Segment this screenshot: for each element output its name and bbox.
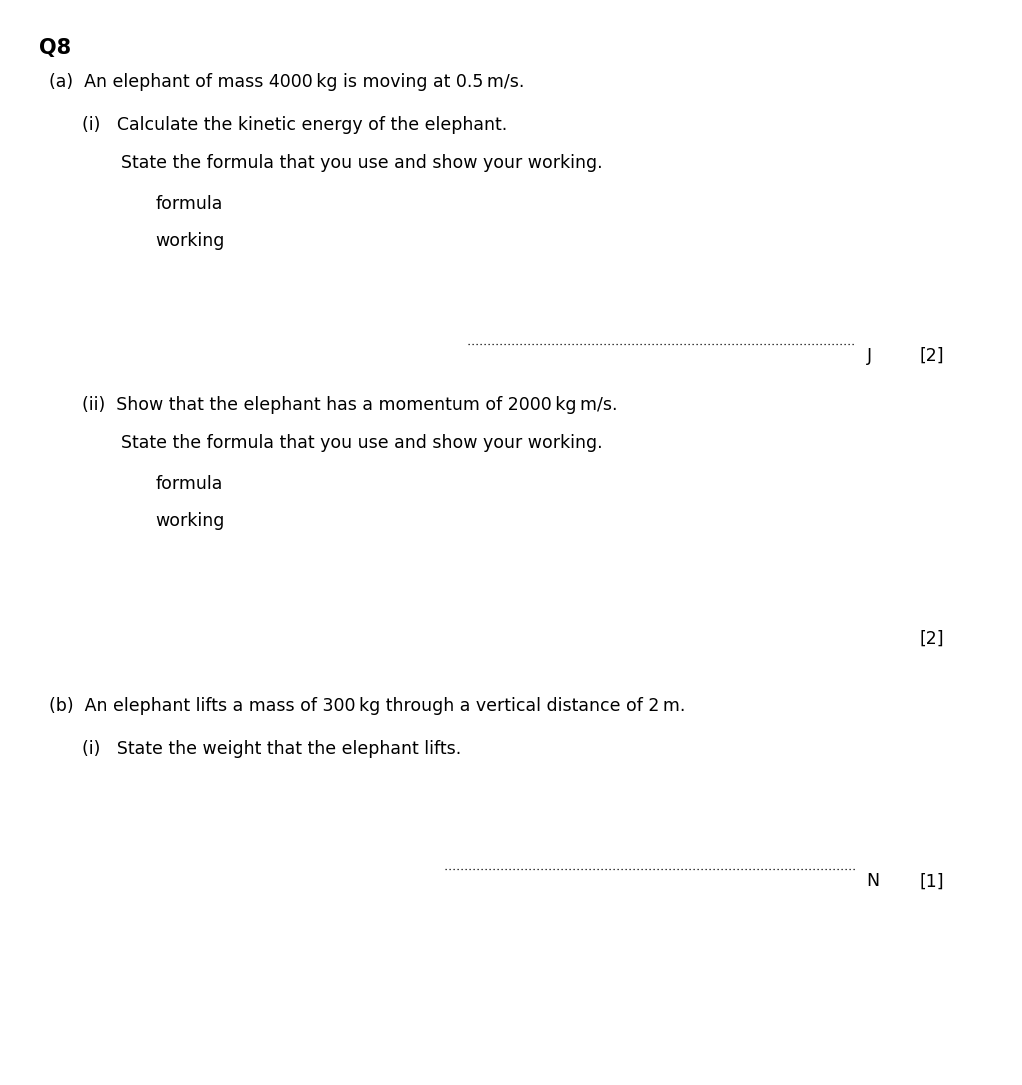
- Text: (i)   State the weight that the elephant lifts.: (i) State the weight that the elephant l…: [82, 740, 461, 758]
- Text: J: J: [867, 347, 872, 366]
- Text: working: working: [155, 512, 225, 531]
- Text: (b)  An elephant lifts a mass of 300 kg through a vertical distance of 2 m.: (b) An elephant lifts a mass of 300 kg t…: [49, 697, 686, 715]
- Text: [2]: [2]: [920, 629, 944, 648]
- Text: [1]: [1]: [920, 872, 944, 891]
- Text: [2]: [2]: [920, 347, 944, 366]
- Text: Q8: Q8: [39, 38, 71, 58]
- Text: (i)   Calculate the kinetic energy of the elephant.: (i) Calculate the kinetic energy of the …: [82, 116, 507, 135]
- Text: State the formula that you use and show your working.: State the formula that you use and show …: [121, 154, 602, 173]
- Text: (ii)  Show that the elephant has a momentum of 2000 kg m/s.: (ii) Show that the elephant has a moment…: [82, 396, 617, 414]
- Text: State the formula that you use and show your working.: State the formula that you use and show …: [121, 434, 602, 452]
- Text: formula: formula: [155, 475, 223, 494]
- Text: formula: formula: [155, 195, 223, 214]
- Text: (a)  An elephant of mass 4000 kg is moving at 0.5 m/s.: (a) An elephant of mass 4000 kg is movin…: [49, 73, 524, 91]
- Text: N: N: [867, 872, 880, 891]
- Text: working: working: [155, 232, 225, 251]
